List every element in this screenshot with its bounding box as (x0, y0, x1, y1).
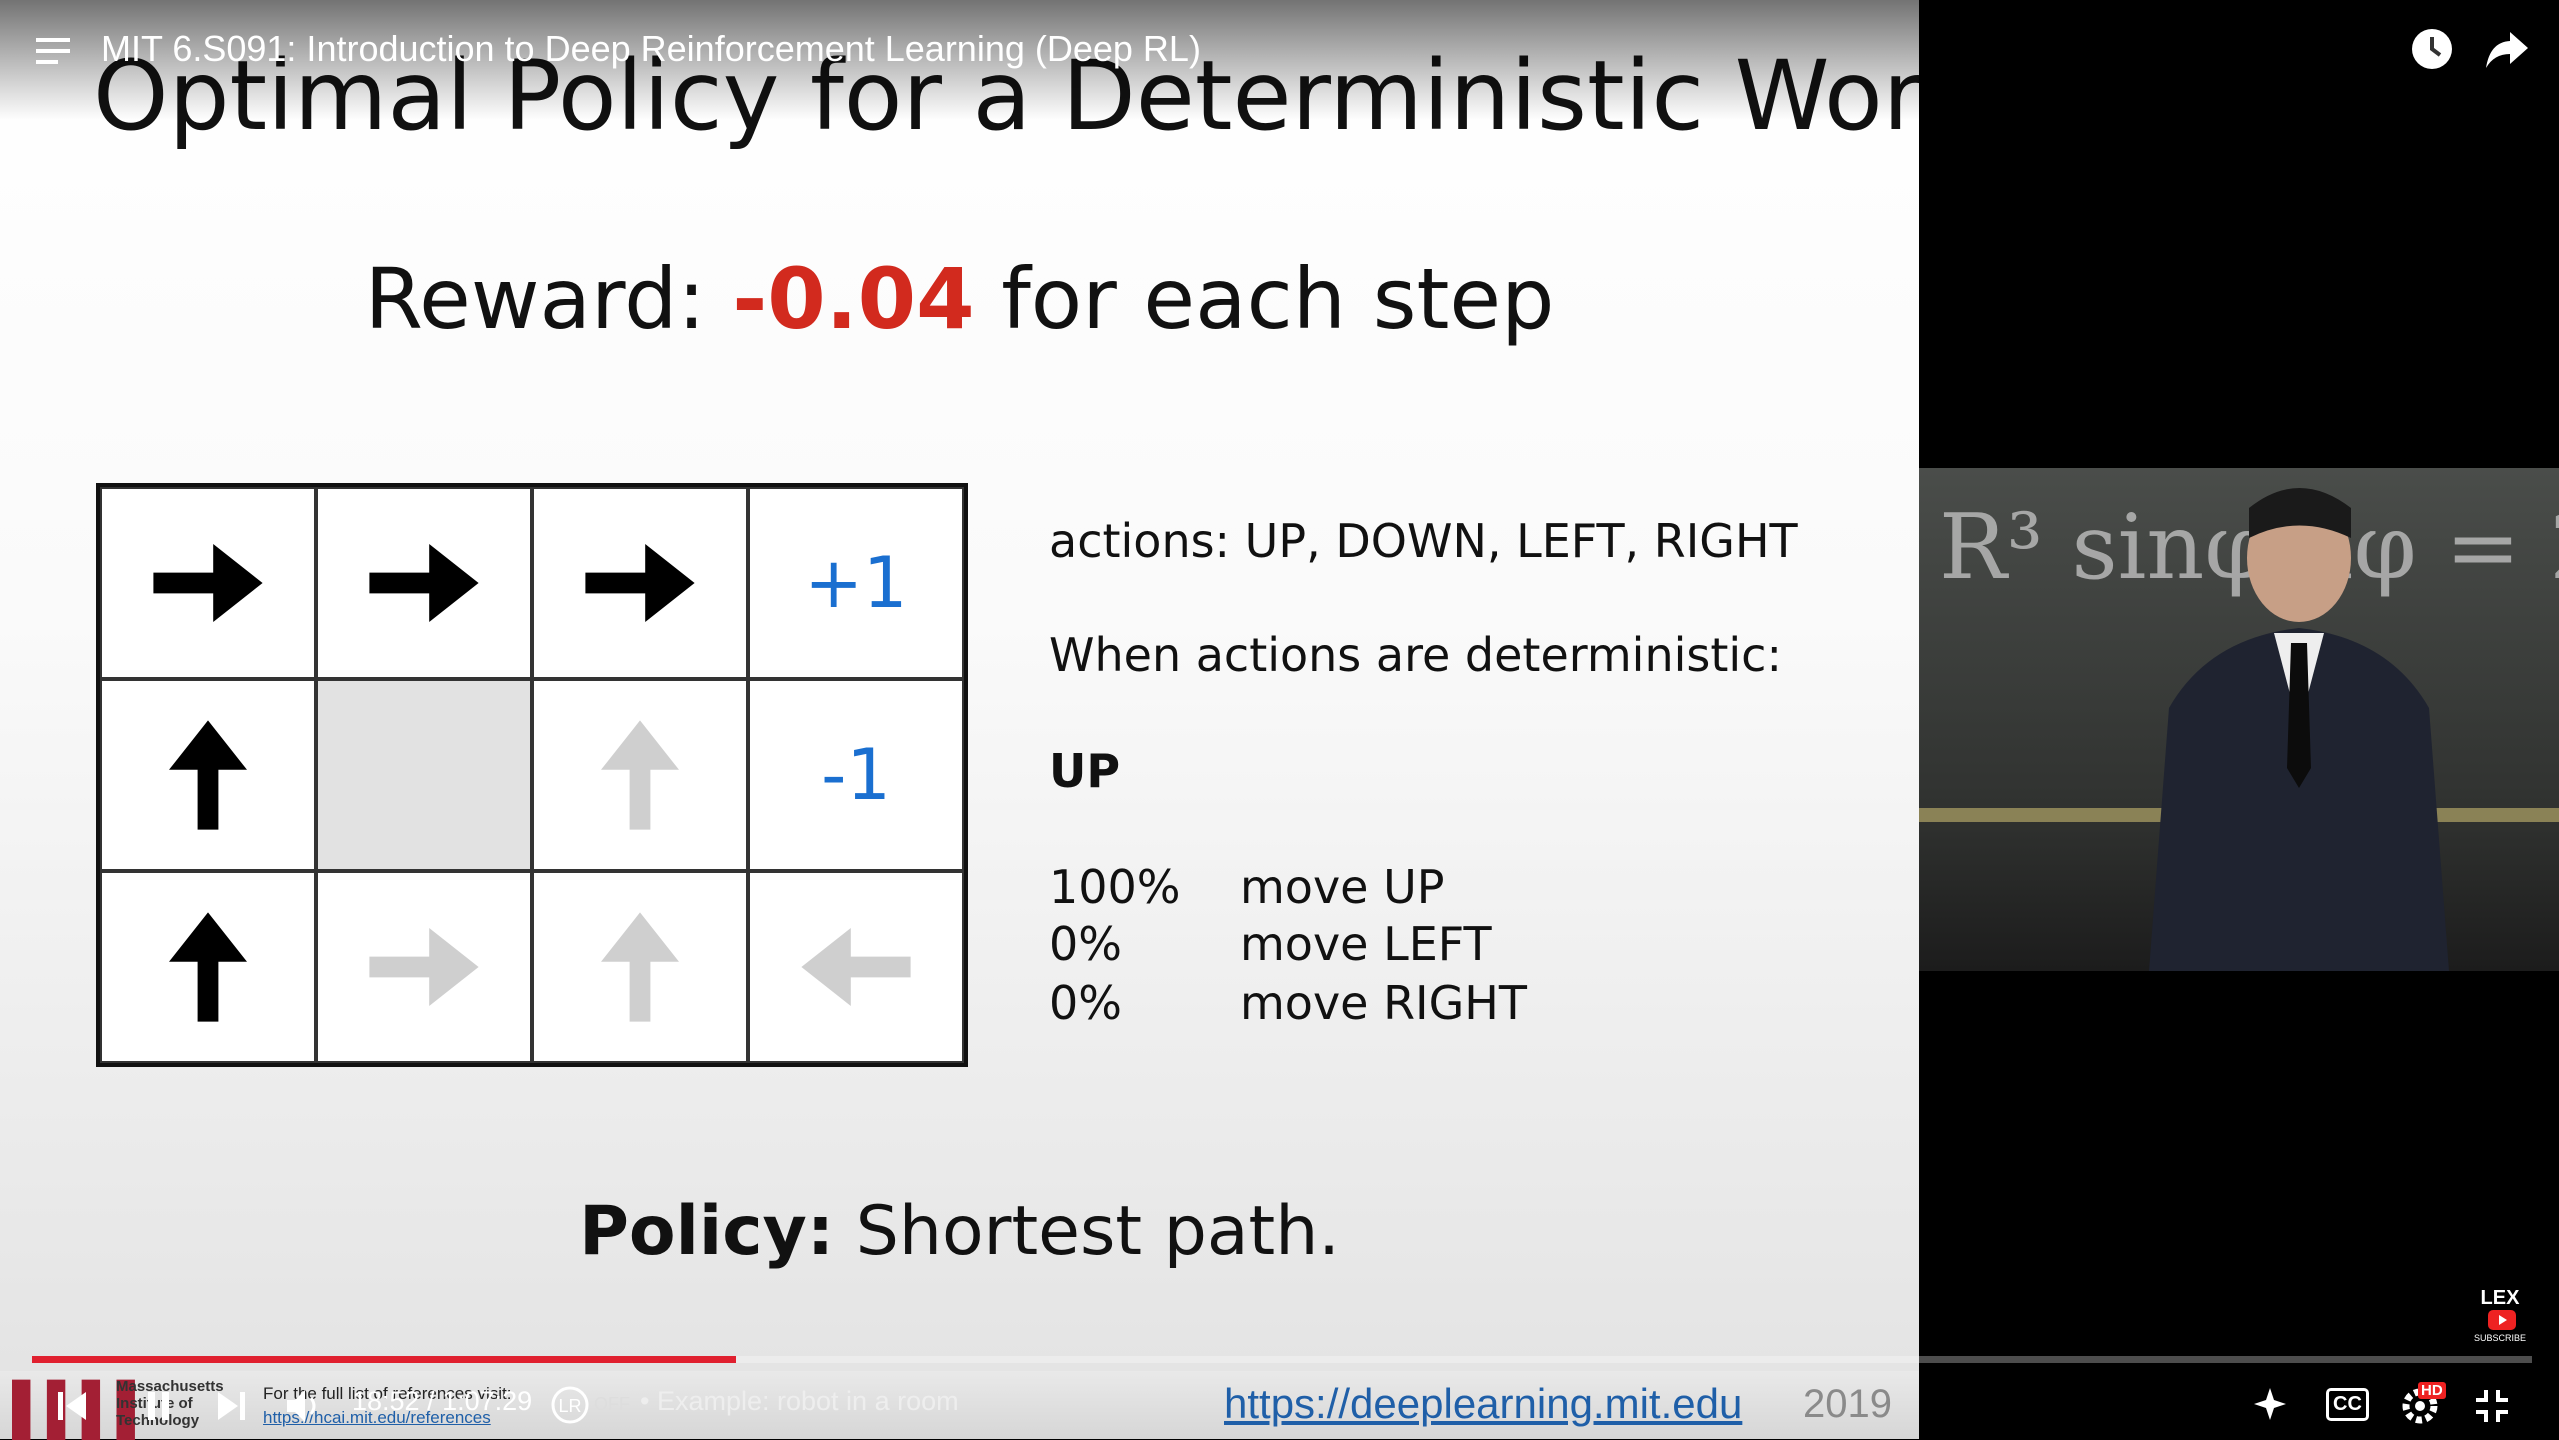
wall-cell (316, 679, 532, 871)
reward-suffix: for each step (1001, 250, 1555, 348)
chapter-title[interactable]: • Example: robot in a room (640, 1386, 959, 1416)
volume-button[interactable] (285, 1388, 325, 1424)
channel-badge[interactable]: LEX (2480, 1287, 2520, 1309)
reference-note: For the full list of references visit: (263, 1384, 512, 1403)
hd-badge: HD (2418, 1382, 2446, 1399)
slide: Optimal Policy for a Deterministic World… (0, 0, 1919, 1371)
lecturer-video: R³ sinφ dφ = 2π (1919, 468, 2559, 971)
badge-play-icon (2488, 1310, 2516, 1330)
progress-track[interactable] (32, 1356, 2532, 1363)
cell (100, 679, 316, 871)
reward-value: -0.04 (732, 250, 975, 348)
watch-later-button[interactable] (2410, 27, 2454, 71)
move: move LEFT (1240, 917, 1492, 971)
exit-fullscreen-button[interactable] (2474, 1388, 2510, 1424)
top-shade (0, 0, 2559, 120)
reward-line: Reward: -0.04 for each step (0, 250, 1919, 348)
arrow-up (575, 710, 705, 840)
share-button[interactable] (2484, 30, 2530, 70)
policy-text: Shortest path. (855, 1192, 1340, 1271)
cell (532, 679, 748, 871)
time-display: 18:52 / 1:07:29 (352, 1386, 533, 1416)
goal-reward: +1 (804, 542, 908, 624)
player-bar-right (1919, 1371, 2559, 1439)
cell (532, 871, 748, 1063)
cell: -1 (748, 679, 964, 871)
year: 2019 (1803, 1382, 1892, 1426)
arrow-left (791, 902, 921, 1032)
miniplayer-sparkle[interactable] (2252, 1386, 2288, 1422)
cell (316, 871, 532, 1063)
arrow-right (359, 902, 489, 1032)
cell (100, 487, 316, 679)
arrow-up (143, 902, 273, 1032)
cell (532, 487, 748, 679)
course-url[interactable]: https://deeplearning.mit.edu (1224, 1380, 1743, 1427)
cell (316, 487, 532, 679)
probability: 0% (1049, 976, 1122, 1030)
policy-label: Policy: (579, 1192, 835, 1271)
playlist-button[interactable] (36, 34, 80, 70)
probability: 0% (1049, 917, 1122, 971)
hair (2249, 488, 2351, 538)
video-title[interactable]: MIT 6.S091: Introduction to Deep Reinfor… (101, 28, 1201, 69)
svg-text:LR: LR (558, 1396, 581, 1416)
arrow-up (575, 902, 705, 1032)
arrow-up (143, 710, 273, 840)
actions-text: actions: UP, DOWN, LEFT, RIGHT (1049, 514, 1798, 568)
move: move UP (1240, 860, 1445, 914)
autoplay-state[interactable]: OFF (594, 1394, 630, 1414)
cell (748, 871, 964, 1063)
move: move RIGHT (1240, 976, 1527, 1030)
tie (2287, 643, 2311, 788)
cell (100, 871, 316, 1063)
suit (2149, 628, 2449, 971)
playback-buttons[interactable] (58, 1388, 248, 1428)
arrow-right (575, 518, 705, 648)
captions-button[interactable]: CC (2326, 1388, 2369, 1421)
pit-reward: -1 (821, 734, 891, 816)
grid-world: +1 -1 (96, 483, 968, 1067)
policy-line: Policy: Shortest path. (0, 1192, 1919, 1271)
condition-text: When actions are deterministic: (1049, 628, 1782, 682)
lecturer-scene: R³ sinφ dφ = 2π (1919, 488, 2559, 971)
probability: 100% (1049, 860, 1181, 914)
arrow-right (143, 518, 273, 648)
badge-subscribe: SUBSCRIBE (2473, 1333, 2526, 1343)
autoplay-icon[interactable]: LR (550, 1385, 590, 1425)
progress-played (32, 1356, 736, 1363)
chosen-action: UP (1049, 744, 1121, 798)
institution: Massachusetts Institute of Technology (116, 1378, 224, 1429)
arrow-right (359, 518, 489, 648)
reference-url[interactable]: https://hcai.mit.edu/references (263, 1408, 491, 1427)
reward-prefix: Reward: (364, 250, 706, 348)
cell: +1 (748, 487, 964, 679)
